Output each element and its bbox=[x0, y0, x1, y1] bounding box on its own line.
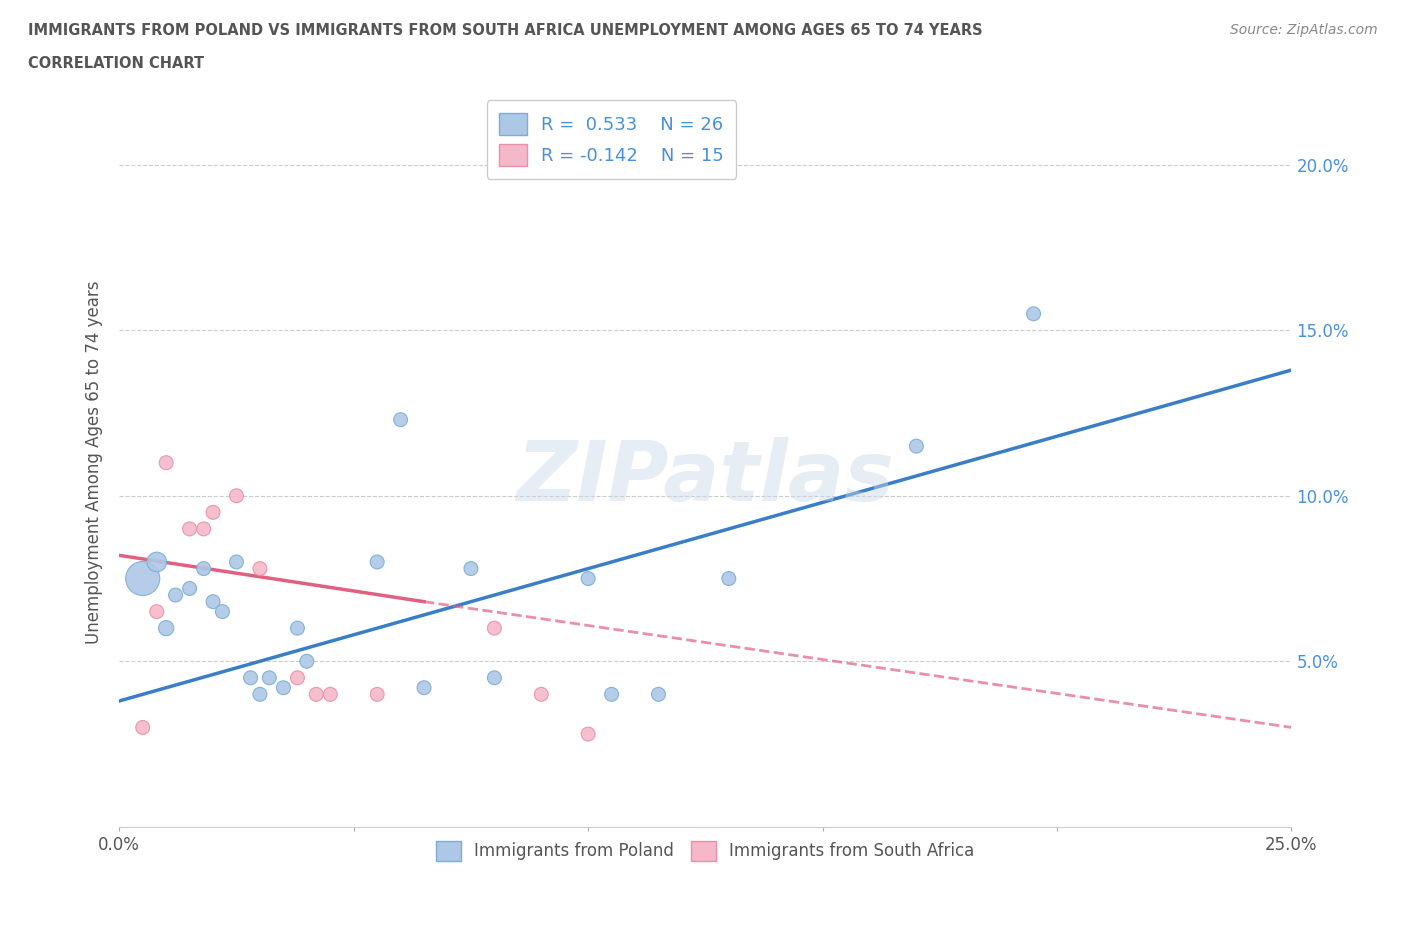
Point bbox=[225, 488, 247, 503]
Point bbox=[202, 594, 225, 609]
Point bbox=[717, 571, 740, 586]
Point bbox=[165, 588, 187, 603]
Point bbox=[287, 671, 309, 685]
Point bbox=[211, 604, 233, 619]
Point bbox=[905, 439, 928, 454]
Point bbox=[1022, 306, 1045, 321]
Point bbox=[366, 554, 388, 569]
Point bbox=[484, 620, 506, 635]
Point bbox=[193, 522, 215, 537]
Point bbox=[647, 687, 669, 702]
Point bbox=[460, 561, 482, 576]
Point bbox=[225, 554, 247, 569]
Point bbox=[295, 654, 318, 669]
Text: ZIPatlas: ZIPatlas bbox=[516, 437, 894, 518]
Point bbox=[600, 687, 623, 702]
Point bbox=[146, 604, 169, 619]
Point bbox=[576, 571, 599, 586]
Point bbox=[366, 687, 388, 702]
Point bbox=[530, 687, 553, 702]
Point bbox=[132, 720, 155, 735]
Y-axis label: Unemployment Among Ages 65 to 74 years: Unemployment Among Ages 65 to 74 years bbox=[86, 281, 103, 644]
Point bbox=[155, 456, 177, 471]
Point bbox=[132, 571, 155, 586]
Point bbox=[249, 687, 271, 702]
Text: IMMIGRANTS FROM POLAND VS IMMIGRANTS FROM SOUTH AFRICA UNEMPLOYMENT AMONG AGES 6: IMMIGRANTS FROM POLAND VS IMMIGRANTS FRO… bbox=[28, 23, 983, 38]
Point bbox=[287, 620, 309, 635]
Point bbox=[146, 554, 169, 569]
Point bbox=[484, 671, 506, 685]
Text: CORRELATION CHART: CORRELATION CHART bbox=[28, 56, 204, 71]
Point bbox=[576, 726, 599, 741]
Text: Source: ZipAtlas.com: Source: ZipAtlas.com bbox=[1230, 23, 1378, 37]
Legend: Immigrants from Poland, Immigrants from South Africa: Immigrants from Poland, Immigrants from … bbox=[427, 832, 983, 870]
Point bbox=[202, 505, 225, 520]
Point bbox=[273, 680, 295, 695]
Point bbox=[193, 561, 215, 576]
Point bbox=[179, 581, 201, 596]
Point bbox=[389, 412, 412, 427]
Point bbox=[319, 687, 342, 702]
Point bbox=[179, 522, 201, 537]
Point bbox=[413, 680, 436, 695]
Point bbox=[155, 620, 177, 635]
Point bbox=[259, 671, 281, 685]
Point bbox=[305, 687, 328, 702]
Point bbox=[249, 561, 271, 576]
Point bbox=[239, 671, 262, 685]
